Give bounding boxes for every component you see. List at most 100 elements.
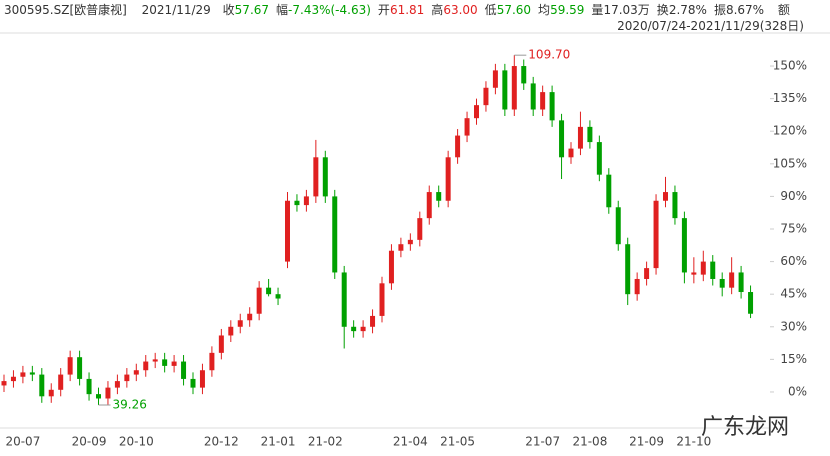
candle-body bbox=[199, 370, 205, 388]
candle-body bbox=[247, 313, 253, 321]
candle-body bbox=[303, 196, 309, 206]
high-label: 109.70 bbox=[528, 48, 570, 62]
candle-body bbox=[398, 244, 404, 251]
date: 2021/11/29 bbox=[141, 3, 211, 17]
candle-body bbox=[181, 361, 187, 379]
candle-body bbox=[634, 278, 640, 295]
candle-body bbox=[48, 389, 54, 397]
x-tick-label: 21-04 bbox=[393, 435, 428, 449]
candle-body bbox=[171, 361, 177, 366]
candle-body bbox=[228, 326, 234, 336]
candle-body bbox=[568, 148, 574, 158]
candle-body bbox=[114, 381, 120, 388]
candle-body bbox=[455, 135, 461, 158]
candle-body bbox=[29, 372, 35, 375]
field-label: 开 bbox=[377, 3, 390, 17]
date-range: 2020/07/24-2021/11/29(328日) bbox=[617, 19, 804, 33]
candle-body bbox=[653, 200, 659, 269]
candle-body bbox=[370, 315, 376, 327]
field-value: 2.78% bbox=[668, 3, 707, 17]
y-tick-label: 45% bbox=[780, 287, 807, 301]
candle-body bbox=[96, 394, 101, 399]
candle-body bbox=[417, 218, 423, 240]
candle-body bbox=[294, 200, 300, 206]
x-tick-label: 21-08 bbox=[572, 435, 607, 449]
candle-body bbox=[700, 261, 706, 275]
candle-body bbox=[1, 381, 7, 386]
field-label: 量 bbox=[591, 3, 604, 17]
field-value: -7.43%(-4.63) bbox=[288, 3, 371, 17]
candle-body bbox=[209, 352, 215, 371]
candle-body bbox=[152, 359, 158, 362]
field-value: 17.03万 bbox=[603, 3, 650, 17]
candle-body bbox=[275, 294, 281, 299]
watermark: 广东龙网 bbox=[701, 415, 789, 440]
header: 300595.SZ[欧普康视] 2021/11/29 收57.67 幅-7.43%… bbox=[4, 1, 793, 18]
candle-body bbox=[502, 70, 508, 110]
candle-body bbox=[606, 174, 612, 208]
candle-body bbox=[625, 244, 631, 295]
candle-body bbox=[559, 120, 565, 158]
x-tick-label: 20-12 bbox=[204, 435, 239, 449]
candle-body bbox=[474, 105, 479, 119]
candle-body bbox=[39, 374, 45, 397]
field-value: 59.59 bbox=[550, 3, 585, 17]
field-value: 57.60 bbox=[496, 3, 532, 17]
candle-body bbox=[256, 287, 262, 314]
y-tick-label: 0% bbox=[788, 384, 807, 398]
x-tick-label: 21-01 bbox=[261, 435, 296, 449]
candle-body bbox=[285, 200, 290, 262]
candle-body bbox=[729, 272, 735, 288]
x-tick-label: 21-07 bbox=[525, 435, 560, 449]
candle-body bbox=[748, 292, 754, 314]
candle-body bbox=[360, 326, 366, 332]
field-value: 57.67 bbox=[234, 3, 270, 17]
candle-body bbox=[190, 378, 196, 388]
y-tick-label: 75% bbox=[780, 222, 807, 236]
x-tick-label: 21-02 bbox=[308, 435, 343, 449]
stock-code: 300595.SZ[欧普康视] bbox=[4, 3, 127, 17]
candle-body bbox=[86, 378, 92, 395]
x-tick-label: 20-09 bbox=[72, 435, 107, 449]
field-value: 63.00 bbox=[443, 3, 478, 17]
candle-body bbox=[644, 268, 650, 279]
candle-body bbox=[332, 196, 338, 273]
x-tick-label: 21-05 bbox=[440, 435, 475, 449]
candle-body bbox=[530, 83, 536, 110]
candle-body bbox=[67, 357, 73, 375]
candle-body bbox=[379, 283, 385, 316]
y-tick-label: 150% bbox=[773, 59, 807, 73]
x-tick-label: 20-10 bbox=[119, 435, 154, 449]
candle-body bbox=[710, 261, 716, 279]
low-label: 39.26 bbox=[113, 398, 147, 412]
field-label: 均 bbox=[538, 3, 551, 17]
candle-body bbox=[549, 92, 555, 121]
y-tick-label: 15% bbox=[780, 352, 807, 366]
candle-body bbox=[124, 374, 130, 382]
candle-body bbox=[58, 374, 64, 390]
candle-body bbox=[681, 218, 687, 273]
field-label: 振 bbox=[713, 3, 726, 17]
candle-body bbox=[105, 387, 111, 399]
candle-body bbox=[20, 372, 26, 377]
field-label: 高 bbox=[431, 3, 444, 17]
field-label: 额 bbox=[777, 3, 790, 17]
field-value: 61.81 bbox=[389, 3, 425, 17]
y-tick-label: 90% bbox=[780, 189, 807, 203]
candle-body bbox=[77, 357, 83, 379]
candle-body bbox=[540, 92, 546, 110]
candle-body bbox=[691, 272, 697, 275]
candle-body bbox=[436, 192, 442, 201]
x-tick-label: 21-10 bbox=[676, 435, 711, 449]
y-tick-label: 60% bbox=[780, 254, 807, 268]
candle-body bbox=[587, 126, 593, 143]
candle-body bbox=[615, 207, 621, 245]
candle-body bbox=[672, 192, 678, 219]
candle-body bbox=[341, 272, 347, 327]
candle-body bbox=[719, 278, 725, 288]
candle-body bbox=[266, 287, 272, 295]
candle-body bbox=[511, 66, 517, 110]
fields: 收57.67 幅-7.43%(-4.63) 开61.81 高63.00 低57.60 均5… bbox=[223, 3, 771, 17]
y-tick-label: 30% bbox=[780, 319, 807, 333]
